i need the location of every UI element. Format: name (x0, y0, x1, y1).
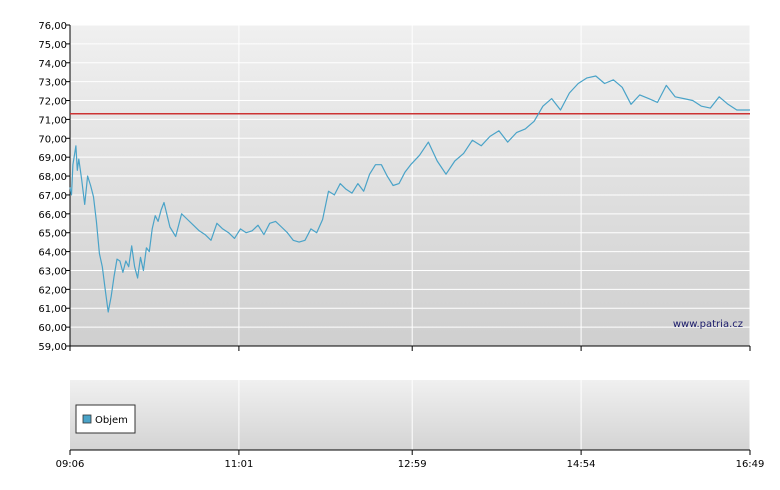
price-x-ticks (69, 346, 751, 351)
y-tick-label: 73,00 (38, 78, 67, 89)
y-tick-label: 72,00 (38, 97, 67, 108)
price-series-line (69, 75, 750, 313)
y-tick-label: 65,00 (38, 229, 67, 240)
volume-gridlines (238, 380, 751, 450)
y-tick-label: 59,00 (38, 342, 67, 353)
watermark: www.patria.cz (673, 319, 743, 330)
y-tick-label: 74,00 (38, 59, 67, 70)
x-tick-label: 12:59 (398, 459, 427, 470)
y-tick-label: 63,00 (38, 266, 67, 277)
x-tick-label: 09:06 (56, 459, 85, 470)
y-tick-label: 71,00 (38, 115, 67, 126)
x-tick-label: 14:54 (567, 459, 596, 470)
legend-label: Objem (95, 415, 128, 426)
volume-x-ticks: 09:06 11:01 12:59 14:54 16:49 (56, 450, 765, 470)
price-plot-background (70, 25, 750, 346)
y-tick-label: 69,00 (38, 153, 67, 164)
y-tick-label: 75,00 (38, 40, 67, 51)
volume-plot-background (70, 380, 750, 450)
y-tick-label: 70,00 (38, 134, 67, 145)
price-gridlines (70, 24, 751, 346)
legend: Objem (75, 404, 136, 434)
y-tick-label: 66,00 (38, 210, 67, 221)
y-tick-label: 60,00 (38, 323, 67, 334)
y-tick-label: 64,00 (38, 248, 67, 259)
y-tick-label: 68,00 (38, 172, 67, 183)
y-tick-label: 61,00 (38, 304, 67, 315)
legend-swatch (82, 414, 92, 424)
y-tick-label: 76,00 (38, 21, 67, 32)
y-tick-label: 67,00 (38, 191, 67, 202)
x-tick-label: 16:49 (736, 459, 765, 470)
volume-panel: 09:06 11:01 12:59 14:54 16:49 Objem (56, 380, 765, 470)
price-y-ticks: 76,00 75,00 74,00 73,00 72,00 71,00 70,00 69,00… (38, 21, 70, 353)
x-tick-label: 11:01 (224, 459, 253, 470)
y-tick-label: 62,00 (38, 285, 67, 296)
price-panel: 76,00 75,00 74,00 73,00 72,00 71,00 70,00 69,00… (38, 21, 751, 353)
